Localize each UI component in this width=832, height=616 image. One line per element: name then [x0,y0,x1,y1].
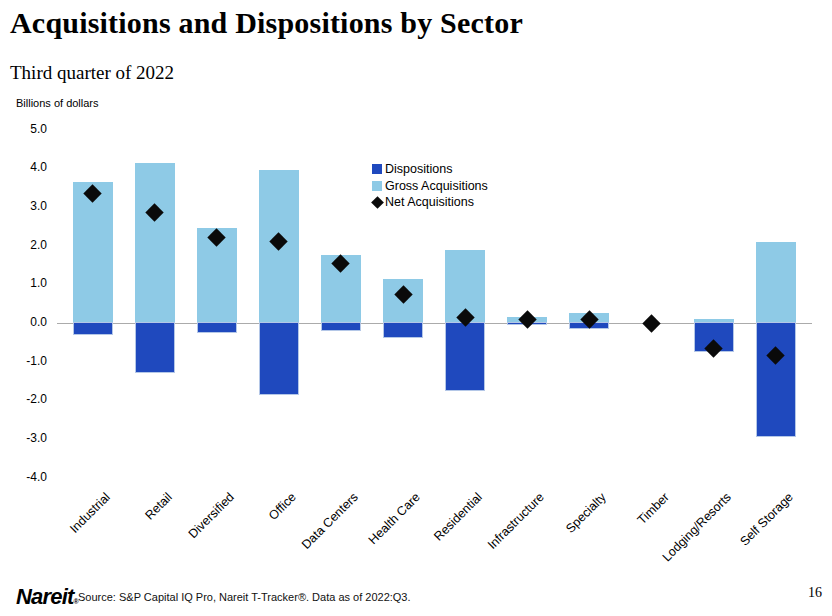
y-tick-label: 5.0 [7,122,47,136]
y-tick-label: 4.0 [7,160,47,174]
legend-item: Net Acquisitions [372,194,488,211]
legend-label: Net Acquisitions [385,194,474,210]
legend-item: Gross Acquisitions [372,178,488,195]
y-tick-label: -2.0 [7,392,47,406]
x-axis-label: Infrastructure [485,490,547,552]
x-axis-label: Office [266,490,299,523]
x-axis-label: Residential [431,490,485,544]
legend-label: Dispositions [385,161,452,177]
dispositions-bar [197,322,237,333]
dispositions-bar [321,322,361,331]
x-axis-label: Specialty [564,490,610,536]
dispositions-bar [445,322,485,391]
y-tick-label: 2.0 [7,238,47,252]
x-axis-label: Industrial [67,490,113,536]
y-tick-label: 1.0 [7,276,47,290]
nareit-logo-text: Nareit [16,584,74,609]
x-axis-label: Health Care [366,490,423,547]
y-tick-label: 0.0 [7,315,47,329]
legend-square-icon [372,164,382,174]
nareit-logo: Nareit® [16,584,78,610]
x-axis-label: Retail [142,490,175,523]
legend-square-icon [372,181,382,191]
legend-diamond-icon [371,196,384,209]
dispositions-bar [135,322,175,373]
dispositions-bar [73,322,113,335]
legend: DispositionsGross AcquisitionsNet Acquis… [372,161,488,211]
gross-acquisitions-bar [756,242,796,323]
dispositions-bar [259,322,299,395]
y-tick-label: -3.0 [7,431,47,445]
net-acquisitions-marker [642,314,660,332]
bar-chart: 5.0 4.0 3.0 2.0 1.0 0.0 -1.0 -2.0 -3.0 -4.0 Indus… [0,0,832,616]
x-axis-label: Data Centers [299,490,361,552]
page-number: 16 [782,585,822,601]
dispositions-bar [383,322,423,338]
net-acquisitions-marker [518,310,536,328]
gross-acquisitions-bar [135,163,175,323]
y-tick-label: -4.0 [7,470,47,484]
x-axis-label: Self Storage [737,490,796,549]
dispositions-bar [756,322,796,437]
legend-item: Dispositions [372,161,488,178]
y-tick-label: -1.0 [7,354,47,368]
gross-acquisitions-bar [73,182,113,323]
source-note: Source: S&P Capital IQ Pro, Nareit T-Tra… [78,591,411,603]
slide: Acquisitions and Dispositions by Sector … [0,0,832,616]
y-tick-label: 3.0 [7,199,47,213]
x-axis-label: Diversified [185,490,236,541]
x-axis-label: Timber [634,490,671,527]
legend-label: Gross Acquisitions [385,178,488,194]
